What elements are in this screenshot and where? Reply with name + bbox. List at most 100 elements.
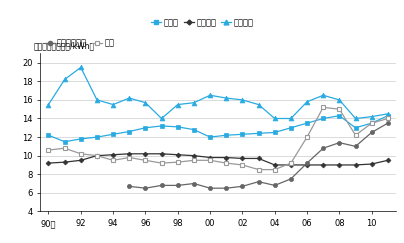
- スウェーデン: [321, 147, 326, 150]
- スウェーデン: [159, 184, 164, 187]
- フランス: [369, 163, 374, 165]
- イタリア: [191, 101, 196, 104]
- イタリア: [143, 101, 148, 104]
- フランス: [240, 157, 245, 160]
- ドイツ: [224, 134, 229, 137]
- ドイツ: [78, 138, 83, 140]
- 英国: [46, 149, 51, 152]
- ドイツ: [272, 131, 277, 134]
- イタリア: [62, 78, 67, 81]
- 英国: [143, 159, 148, 162]
- 英国: [95, 154, 99, 157]
- イタリア: [305, 100, 309, 103]
- イタリア: [288, 117, 293, 120]
- フランス: [95, 154, 99, 157]
- ドイツ: [337, 114, 342, 117]
- Line: ドイツ: ドイツ: [46, 114, 390, 144]
- イタリア: [78, 66, 83, 69]
- フランス: [191, 154, 196, 157]
- フランス: [353, 164, 358, 166]
- スウェーデン: [353, 145, 358, 148]
- イタリア: [337, 98, 342, 101]
- スウェーデン: [143, 187, 148, 190]
- イタリア: [46, 103, 51, 106]
- イタリア: [321, 94, 326, 97]
- イタリア: [159, 117, 164, 120]
- フランス: [175, 153, 180, 156]
- 英国: [127, 156, 132, 159]
- イタリア: [272, 117, 277, 120]
- ドイツ: [191, 128, 196, 131]
- 英国: [369, 122, 374, 125]
- Line: スウェーデン: スウェーデン: [127, 121, 390, 190]
- フランス: [256, 157, 261, 160]
- イタリア: [385, 113, 390, 115]
- フランス: [224, 156, 229, 159]
- スウェーデン: [175, 184, 180, 187]
- イタリア: [175, 103, 180, 106]
- ドイツ: [321, 117, 326, 120]
- 英国: [385, 117, 390, 120]
- スウェーデン: [337, 141, 342, 144]
- イタリア: [353, 117, 358, 120]
- フランス: [127, 152, 132, 155]
- Legend: スウェーデン, 英国: スウェーデン, 英国: [44, 39, 115, 48]
- フランス: [159, 152, 164, 155]
- 英国: [62, 147, 67, 150]
- フランス: [143, 152, 148, 155]
- 英国: [208, 159, 213, 162]
- 英国: [111, 159, 116, 162]
- フランス: [337, 164, 342, 166]
- スウェーデン: [208, 187, 213, 190]
- ドイツ: [62, 140, 67, 143]
- イタリア: [224, 97, 229, 100]
- ドイツ: [256, 132, 261, 135]
- 英国: [321, 106, 326, 109]
- ドイツ: [208, 136, 213, 139]
- イタリア: [208, 94, 213, 97]
- イタリア: [95, 98, 99, 101]
- ドイツ: [46, 134, 51, 137]
- 英国: [191, 159, 196, 162]
- スウェーデン: [256, 180, 261, 183]
- ドイツ: [159, 124, 164, 127]
- フランス: [321, 164, 326, 166]
- Line: イタリア: イタリア: [46, 65, 390, 121]
- フランス: [78, 159, 83, 162]
- 英国: [353, 134, 358, 137]
- スウェーデン: [385, 122, 390, 125]
- フランス: [46, 162, 51, 165]
- 英国: [305, 136, 309, 139]
- ドイツ: [143, 126, 148, 129]
- スウェーデン: [127, 185, 132, 188]
- 英国: [288, 162, 293, 165]
- スウェーデン: [305, 162, 309, 165]
- ドイツ: [240, 133, 245, 136]
- ドイツ: [369, 122, 374, 125]
- 英国: [337, 108, 342, 111]
- ドイツ: [175, 125, 180, 128]
- イタリア: [369, 115, 374, 118]
- ドイツ: [95, 136, 99, 139]
- スウェーデン: [191, 182, 196, 185]
- 英国: [224, 162, 229, 165]
- 英国: [272, 168, 277, 171]
- スウェーデン: [288, 177, 293, 180]
- 英国: [78, 152, 83, 155]
- スウェーデン: [369, 131, 374, 134]
- 英国: [240, 164, 245, 166]
- ドイツ: [127, 130, 132, 133]
- Line: フランス: フランス: [47, 152, 389, 167]
- フランス: [208, 156, 213, 159]
- イタリア: [127, 97, 132, 100]
- フランス: [272, 164, 277, 166]
- ドイツ: [353, 126, 358, 129]
- フランス: [62, 161, 67, 164]
- スウェーデン: [272, 184, 277, 187]
- ドイツ: [305, 122, 309, 125]
- スウェーデン: [224, 187, 229, 190]
- イタリア: [256, 103, 261, 106]
- ドイツ: [385, 114, 390, 117]
- フランス: [111, 153, 116, 156]
- フランス: [385, 159, 390, 162]
